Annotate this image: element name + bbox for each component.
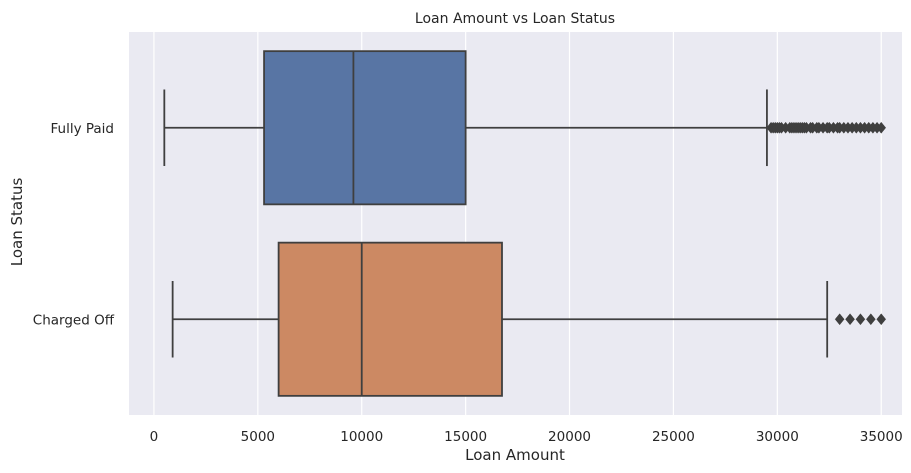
y-tick-labels: Fully Paid Charged Off (33, 121, 115, 329)
box-iqr (263, 50, 467, 206)
outlier-point (866, 313, 876, 326)
x-tick-label: 30000 (756, 429, 799, 445)
x-tick-label: 10000 (340, 429, 383, 445)
x-tick-label: 20000 (548, 429, 591, 445)
outlier-point (845, 313, 855, 326)
chart-title: Loan Amount vs Loan Status (415, 11, 615, 27)
y-tick-label: Fully Paid (51, 121, 115, 137)
x-tick-label: 5000 (241, 429, 275, 445)
y-tick-label: Charged Off (33, 312, 115, 328)
outlier-point (834, 313, 845, 326)
y-axis-label: Loan Status (8, 178, 26, 267)
plot-background (129, 32, 902, 415)
x-tick-labels: 0 5000 10000 15000 20000 25000 30000 35000 (150, 429, 903, 445)
x-tick-label: 25000 (652, 429, 695, 445)
outlier-point (855, 313, 866, 326)
outlier-point (876, 313, 887, 326)
x-tick-label: 35000 (860, 429, 903, 445)
x-tick-label: 0 (150, 429, 159, 445)
x-axis-label: Loan Amount (465, 446, 565, 464)
x-tick-label: 15000 (444, 429, 487, 445)
box-iqr (277, 241, 503, 397)
box-series (163, 50, 887, 397)
outlier-point (876, 121, 887, 134)
